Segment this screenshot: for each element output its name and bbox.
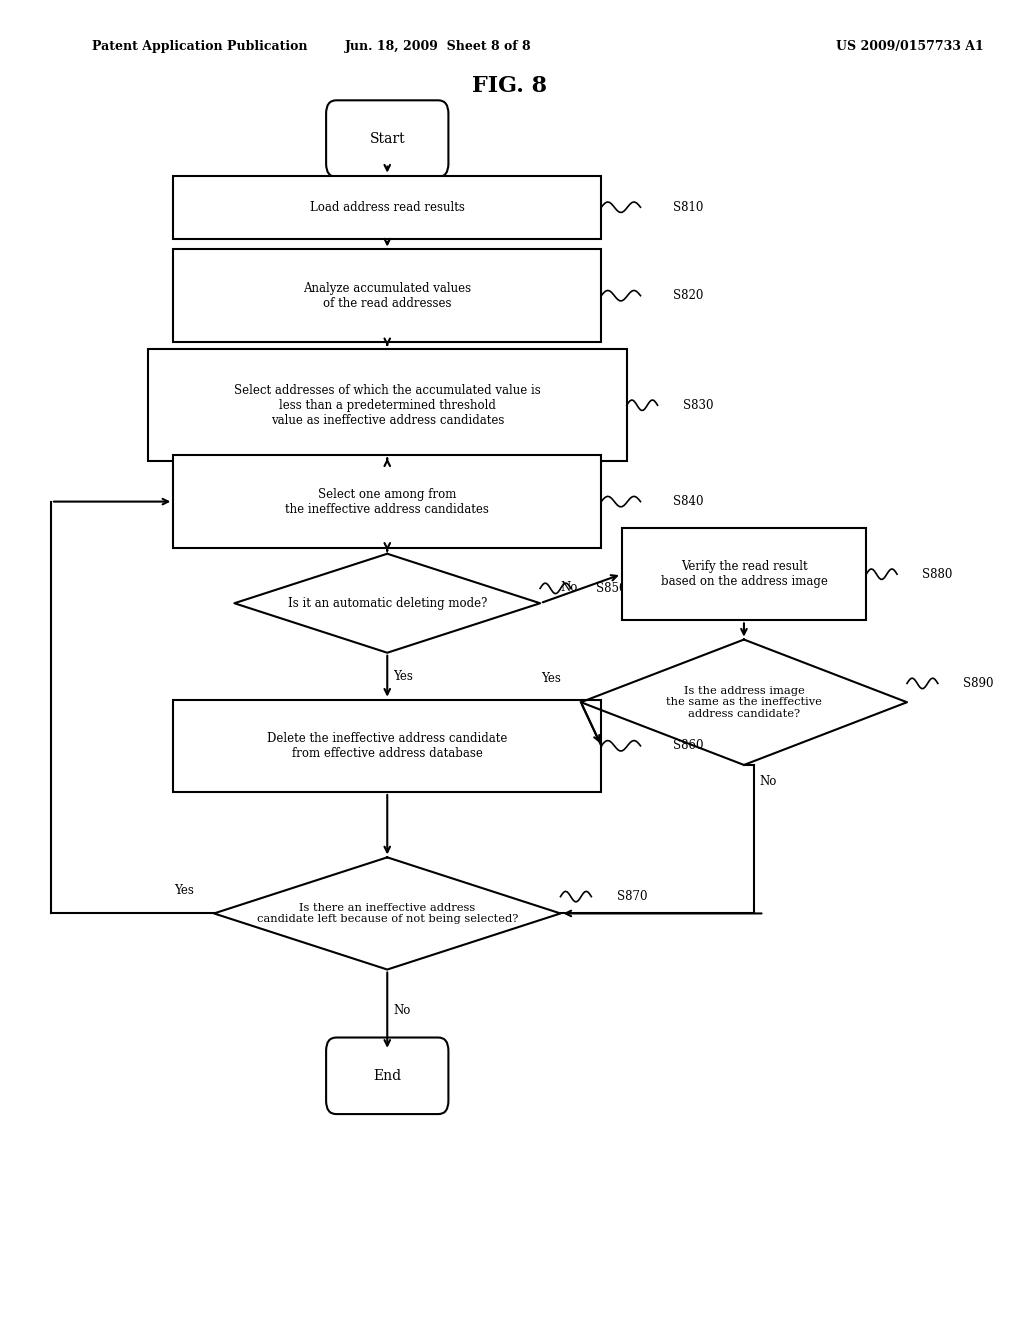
Text: Load address read results: Load address read results [310,201,465,214]
Text: Start: Start [370,132,406,145]
Text: S860: S860 [673,739,703,752]
Text: Is it an automatic deleting mode?: Is it an automatic deleting mode? [288,597,487,610]
Bar [173,455,601,548]
FancyBboxPatch shape [326,1038,449,1114]
Polygon shape [234,554,540,652]
Bar [622,528,866,620]
FancyBboxPatch shape [326,100,449,177]
Text: Verify the read result
based on the address image: Verify the read result based on the addr… [660,560,827,589]
Text: Yes: Yes [174,883,194,896]
Polygon shape [214,858,560,969]
Text: Delete the ineffective address candidate
from effective address database: Delete the ineffective address candidate… [267,731,508,760]
Bar [173,176,601,239]
Text: S830: S830 [683,399,714,412]
Text: Yes: Yes [541,672,560,685]
Text: Is the address image
the same as the ineffective
address candidate?: Is the address image the same as the ine… [666,685,822,719]
Text: S850: S850 [596,582,627,595]
Bar [147,350,627,462]
Text: FIG. 8: FIG. 8 [472,75,547,96]
Text: S820: S820 [673,289,703,302]
Text: S890: S890 [963,677,993,690]
Text: Select one among from
the ineffective address candidates: Select one among from the ineffective ad… [286,487,489,516]
Bar [173,700,601,792]
Text: No: No [560,581,578,594]
Text: Analyze accumulated values
of the read addresses: Analyze accumulated values of the read a… [303,281,471,310]
Text: Yes: Yes [392,669,413,682]
Text: Is there an ineffective address
candidate left because of not being selected?: Is there an ineffective address candidat… [257,903,518,924]
Text: S870: S870 [616,890,647,903]
Text: Patent Application Publication: Patent Application Publication [92,40,307,53]
Text: End: End [373,1069,401,1082]
Text: US 2009/0157733 A1: US 2009/0157733 A1 [836,40,983,53]
Polygon shape [581,639,907,764]
Bar [173,249,601,342]
Text: Jun. 18, 2009  Sheet 8 of 8: Jun. 18, 2009 Sheet 8 of 8 [345,40,531,53]
Text: No: No [759,775,776,788]
Text: Select addresses of which the accumulated value is
less than a predetermined thr: Select addresses of which the accumulate… [233,384,541,426]
Text: S810: S810 [673,201,703,214]
Text: S880: S880 [923,568,952,581]
Text: No: No [394,1003,412,1016]
Text: S840: S840 [673,495,703,508]
